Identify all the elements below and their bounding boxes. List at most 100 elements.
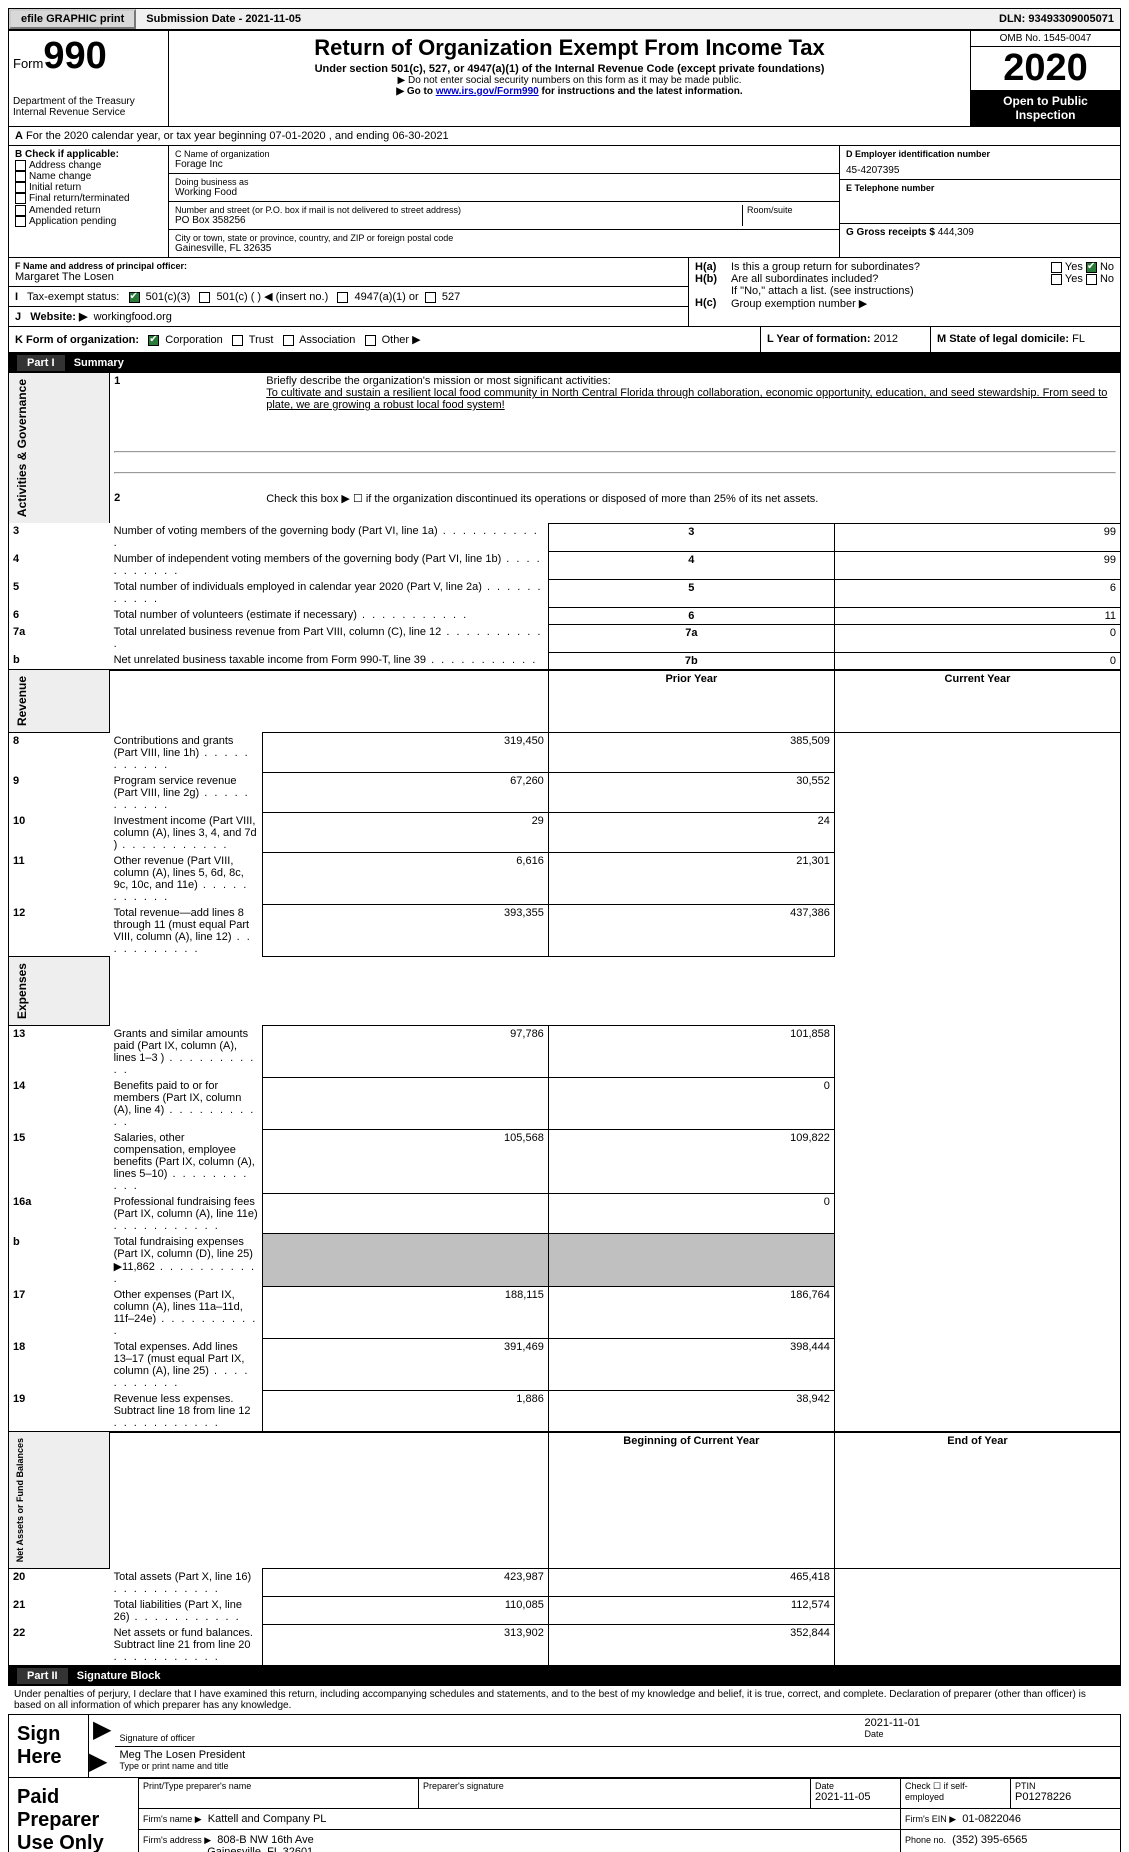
hb-no-checkbox[interactable] <box>1086 274 1097 285</box>
sign-here-label: Sign Here <box>9 1714 89 1777</box>
vert-netassets: Net Assets or Fund Balances <box>13 1434 27 1566</box>
row-num: b <box>9 1234 110 1287</box>
box-b: B Check if applicable: Address change Na… <box>9 146 169 257</box>
row-value: 0 <box>834 624 1120 652</box>
row-num: 20 <box>9 1569 110 1597</box>
firm-name: Kattell and Company PL <box>208 1813 327 1825</box>
opt-corp: Corporation <box>165 334 222 346</box>
checkbox-initial[interactable] <box>15 182 26 193</box>
table-row: 4 Number of independent voting members o… <box>9 551 1121 579</box>
line-k-label: K Form of organization: <box>15 334 139 346</box>
row-num: 6 <box>9 607 110 624</box>
row-text: Revenue less expenses. Subtract line 18 … <box>110 1391 263 1432</box>
row-current: 398,444 <box>548 1339 834 1391</box>
row-text: Investment income (Part VIII, column (A)… <box>110 813 263 853</box>
row-text: Total liabilities (Part X, line 26) <box>110 1597 263 1625</box>
city-value: Gainesville, FL 32635 <box>175 243 833 254</box>
ha-label: H(a) <box>695 261 731 273</box>
row-num: 11 <box>9 853 110 905</box>
table-row: 10 Investment income (Part VIII, column … <box>9 813 1121 853</box>
ha-no-checkbox[interactable] <box>1086 262 1097 273</box>
j-label: J <box>15 311 21 323</box>
table-row: 11 Other revenue (Part VIII, column (A),… <box>9 853 1121 905</box>
checkbox-527[interactable] <box>425 292 436 303</box>
ptin-value: P01278226 <box>1015 1791 1116 1803</box>
tax-status-label: Tax-exempt status: <box>27 291 119 303</box>
topbar: efile GRAPHIC print Submission Date - 20… <box>8 8 1121 30</box>
header-grid: B Check if applicable: Address change Na… <box>8 146 1121 258</box>
hb-no: No <box>1100 273 1114 285</box>
row-current: 0 <box>548 1078 834 1130</box>
room-label: Room/suite <box>747 205 833 215</box>
col-current: Current Year <box>834 670 1120 733</box>
row-text: Total unrelated business revenue from Pa… <box>110 624 549 652</box>
form-header: Form990 Department of the Treasury Inter… <box>8 30 1121 127</box>
col-prior: Prior Year <box>548 670 834 733</box>
row-text: Program service revenue (Part VIII, line… <box>110 773 263 813</box>
checkbox-name[interactable] <box>15 171 26 182</box>
col-begin: Beginning of Current Year <box>548 1432 834 1569</box>
hb-text: Are all subordinates included? <box>731 273 1004 285</box>
form990-link[interactable]: www.irs.gov/Form990 <box>436 86 539 97</box>
summary-table: Activities & Governance 1 Briefly descri… <box>8 373 1121 1666</box>
table-row: b Net unrelated business taxable income … <box>9 652 1121 670</box>
paid-preparer-label: Paid Preparer Use Only <box>9 1778 139 1852</box>
row-box: 6 <box>548 607 834 624</box>
efile-button[interactable]: efile GRAPHIC print <box>9 9 136 29</box>
row-prior: 319,450 <box>262 733 548 773</box>
row-text: Grants and similar amounts paid (Part IX… <box>110 1026 263 1078</box>
checkbox-amended[interactable] <box>15 205 26 216</box>
q1-label: Briefly describe the organization's miss… <box>266 375 610 387</box>
opt-address: Address change <box>29 160 101 171</box>
hb-yes-checkbox[interactable] <box>1051 274 1062 285</box>
line-a-letter: A <box>15 130 23 142</box>
klm-row: K Form of organization: Corporation Trus… <box>8 327 1121 353</box>
ha-yes-checkbox[interactable] <box>1051 262 1062 273</box>
checkbox-corp[interactable] <box>148 335 159 346</box>
year-formation: 2012 <box>874 333 898 345</box>
form-label: Form <box>13 56 43 71</box>
city-label: City or town, state or province, country… <box>175 233 833 243</box>
q1-text: To cultivate and sustain a resilient loc… <box>266 387 1107 411</box>
checkbox-501c3[interactable] <box>129 292 140 303</box>
table-row: 14 Benefits paid to or for members (Part… <box>9 1078 1121 1130</box>
ein-value: 45-4207395 <box>846 165 1114 176</box>
checkbox-501c[interactable] <box>199 292 210 303</box>
table-row: 13 Grants and similar amounts paid (Part… <box>9 1026 1121 1078</box>
row-num: 5 <box>9 579 110 607</box>
hc-text: Group exemption number ▶ <box>731 297 1114 310</box>
ha-no: No <box>1100 261 1114 273</box>
table-row: b Total fundraising expenses (Part IX, c… <box>9 1234 1121 1287</box>
row-current: 352,844 <box>548 1625 834 1666</box>
page: efile GRAPHIC print Submission Date - 20… <box>0 0 1129 1852</box>
table-row: 15 Salaries, other compensation, employe… <box>9 1130 1121 1194</box>
q2-text: Check this box ▶ ☐ if the organization d… <box>262 490 1120 523</box>
dln: DLN: 93493309005071 <box>999 13 1120 25</box>
form-title: Return of Organization Exempt From Incom… <box>173 35 966 61</box>
row-prior: 6,616 <box>262 853 548 905</box>
checkbox-other[interactable] <box>365 335 376 346</box>
checkbox-final[interactable] <box>15 193 26 204</box>
row-num: 18 <box>9 1339 110 1391</box>
row-current: 109,822 <box>548 1130 834 1194</box>
checkbox-4947[interactable] <box>337 292 348 303</box>
row-current: 0 <box>548 1194 834 1234</box>
row-current <box>548 1234 834 1287</box>
box-g-label: G Gross receipts $ <box>846 227 935 238</box>
paid-preparer-table: Paid Preparer Use Only Print/Type prepar… <box>8 1778 1121 1852</box>
checkbox-pending[interactable] <box>15 216 26 227</box>
checkbox-trust[interactable] <box>232 335 243 346</box>
firm-ein-label: Firm's EIN ▶ <box>905 1814 956 1824</box>
row-num: 7a <box>9 624 110 652</box>
row-text: Number of independent voting members of … <box>110 551 549 579</box>
checkbox-assoc[interactable] <box>283 335 294 346</box>
firm-phone-label: Phone no. <box>905 1835 946 1845</box>
website-label: Website: ▶ <box>30 311 87 323</box>
row-prior: 423,987 <box>262 1569 548 1597</box>
sign-here-table: Sign Here ▶ Signature of officer 2021-11… <box>8 1714 1121 1778</box>
form-subtitle: Under section 501(c), 527, or 4947(a)(1)… <box>173 63 966 75</box>
i-label: I <box>15 291 18 303</box>
checkbox-address[interactable] <box>15 160 26 171</box>
row-value: 6 <box>834 579 1120 607</box>
ha-yes: Yes <box>1065 261 1083 273</box>
